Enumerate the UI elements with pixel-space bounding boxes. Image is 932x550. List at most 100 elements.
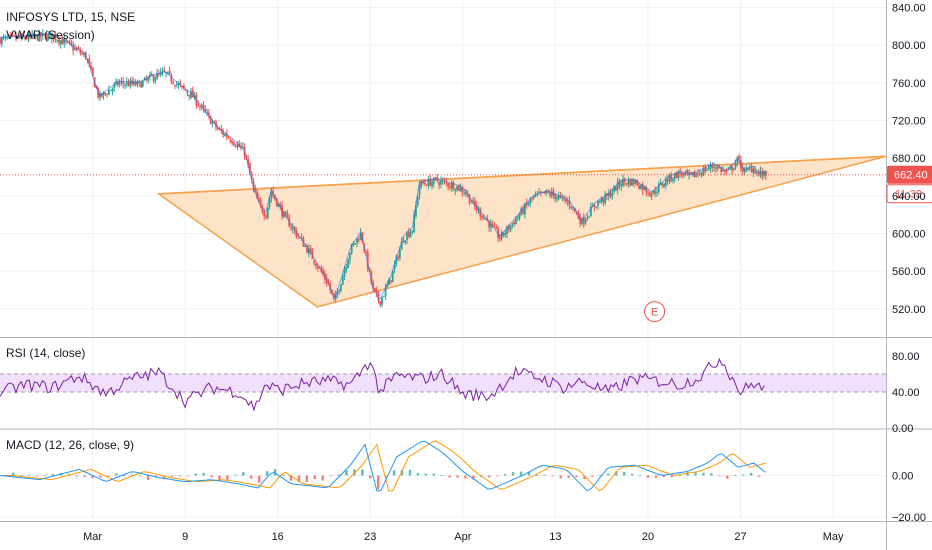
candle-body-253 bbox=[450, 183, 453, 189]
macd-hist-bar-37 bbox=[305, 475, 308, 482]
macd-hist-bar-36 bbox=[297, 475, 301, 483]
candle-body-362 bbox=[645, 187, 648, 193]
macd-hist-bar-5 bbox=[51, 473, 55, 476]
candle-body-31 bbox=[54, 33, 57, 40]
price-tick-label-8: 520.00 bbox=[892, 304, 926, 316]
candle-body-200 bbox=[356, 238, 358, 243]
candle-body-112 bbox=[199, 106, 201, 108]
candle-body-199 bbox=[354, 243, 357, 245]
candle-body-336 bbox=[598, 201, 601, 203]
candle-body-174 bbox=[309, 248, 312, 251]
candle-body-187 bbox=[332, 293, 335, 298]
macd-hist-bar-94 bbox=[757, 475, 761, 477]
candle-body-427 bbox=[761, 171, 764, 177]
candle-body-36 bbox=[63, 39, 66, 44]
candle-body-58 bbox=[102, 91, 105, 96]
macd-hist-bar-90 bbox=[726, 475, 729, 479]
candle-body-422 bbox=[752, 168, 755, 173]
candle-body-349 bbox=[622, 179, 624, 186]
candle-body-312 bbox=[556, 197, 558, 200]
candle-body-127 bbox=[225, 133, 228, 138]
candle-body-60 bbox=[106, 94, 109, 96]
candle-body-404 bbox=[720, 167, 723, 172]
candle-body-57 bbox=[100, 93, 103, 97]
candle-body-291 bbox=[518, 214, 521, 219]
macd-tick-label-1: −20.00 bbox=[892, 512, 926, 524]
candle-body-314 bbox=[559, 194, 562, 196]
earnings-group: E bbox=[644, 301, 666, 323]
candle-body-229 bbox=[407, 231, 410, 237]
candle-body-319 bbox=[568, 200, 571, 206]
candle-body-260 bbox=[463, 193, 466, 195]
candle-body-351 bbox=[625, 183, 628, 185]
candle-body-236 bbox=[420, 180, 423, 187]
candle-body-323 bbox=[575, 212, 578, 214]
macd-hist-bar-10 bbox=[91, 475, 94, 479]
macd-hist-bar-12 bbox=[107, 475, 110, 477]
macd-hist-bar-26 bbox=[218, 475, 221, 480]
macd-hist-bar-62 bbox=[503, 474, 507, 476]
candle-body-420 bbox=[748, 167, 751, 169]
candle-body-232 bbox=[413, 214, 416, 233]
candle-body-246 bbox=[438, 182, 441, 186]
candle-body-157 bbox=[279, 204, 282, 207]
candle-body-341 bbox=[607, 192, 610, 197]
macd-hist-bar-23 bbox=[194, 473, 197, 476]
axes-group: 840.00 800.00 760.00 720.00 680.00 640.00 600.… bbox=[83, 3, 926, 543]
candle-body-97 bbox=[172, 82, 175, 84]
macd-hist-bar-49 bbox=[400, 469, 404, 476]
wedge-fill bbox=[156, 155, 887, 308]
candle-body-289 bbox=[515, 218, 517, 225]
candle-body-85 bbox=[150, 73, 153, 76]
candle-body-92 bbox=[163, 70, 166, 72]
candle-body-331 bbox=[590, 206, 592, 217]
candle-body-347 bbox=[618, 181, 621, 186]
candle-body-263 bbox=[468, 194, 471, 203]
candle-body-318 bbox=[566, 201, 569, 203]
candle-body-63 bbox=[111, 88, 114, 92]
time-tick-label-0: Mar bbox=[83, 531, 102, 543]
rsi-legend[interactable]: RSI (14, close) bbox=[6, 346, 85, 360]
price-tick-label-5: 640.00 bbox=[892, 191, 926, 203]
candle-body-105 bbox=[186, 91, 189, 94]
rsi-tick-label-2: 0.00 bbox=[892, 423, 913, 435]
candle-body-361 bbox=[643, 186, 646, 190]
vwap-legend[interactable]: VWAP (Session) bbox=[6, 28, 95, 42]
candle-body-313 bbox=[557, 195, 560, 199]
macd-legend[interactable]: MACD (12, 26, close, 9) bbox=[6, 438, 134, 452]
candle-body-142 bbox=[252, 181, 255, 188]
candle-body-296 bbox=[527, 204, 530, 206]
candle-body-107 bbox=[190, 91, 192, 98]
candle-body-326 bbox=[581, 218, 583, 225]
macd-hist-bar-15 bbox=[131, 474, 134, 476]
candle-body-86 bbox=[152, 75, 155, 81]
candle-body-393 bbox=[700, 173, 703, 175]
macd-hist-bar-73 bbox=[591, 475, 594, 477]
candle-body-354 bbox=[631, 178, 633, 186]
candle-body-161 bbox=[286, 213, 289, 219]
candle-body-338 bbox=[602, 198, 605, 202]
candle-body-324 bbox=[577, 213, 580, 219]
candle-body-342 bbox=[609, 192, 612, 197]
candle-body-136 bbox=[241, 146, 244, 149]
candle-body-122 bbox=[216, 127, 219, 130]
candle-body-256 bbox=[456, 186, 458, 190]
macd-hist-bar-66 bbox=[535, 474, 539, 476]
candle-body-285 bbox=[507, 226, 510, 230]
candle-body-34 bbox=[59, 40, 62, 45]
macd-hist-bar-78 bbox=[630, 473, 634, 476]
candle-body-120 bbox=[213, 120, 216, 122]
candle-body-9 bbox=[15, 36, 17, 39]
macd-hist-bar-0 bbox=[12, 472, 15, 476]
macd-hist-bar-82 bbox=[662, 475, 666, 477]
candle-body-151 bbox=[268, 198, 271, 207]
candle-body-205 bbox=[365, 252, 367, 254]
candle-body-377 bbox=[672, 178, 674, 181]
candle-body-13 bbox=[22, 33, 25, 37]
candle-body-38 bbox=[66, 41, 69, 43]
macd-hist-bar-60 bbox=[488, 475, 491, 478]
candle-body-95 bbox=[168, 70, 171, 74]
symbol-legend[interactable]: INFOSYS LTD, 15, NSE bbox=[6, 10, 135, 24]
candle-body-193 bbox=[343, 269, 346, 277]
